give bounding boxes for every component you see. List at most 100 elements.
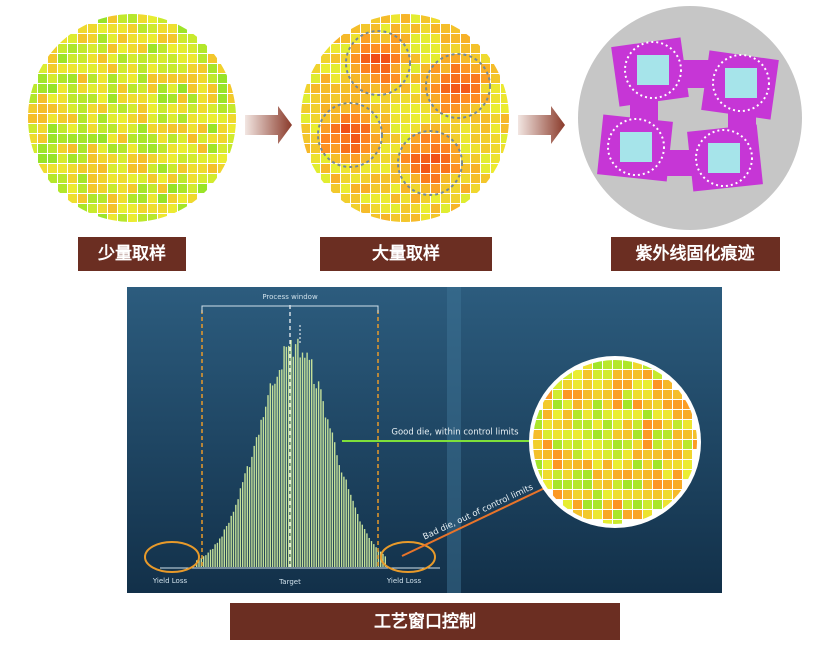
cell xyxy=(48,104,57,113)
cell xyxy=(411,214,420,222)
cell xyxy=(653,460,662,469)
hist-bar xyxy=(340,472,343,567)
cell xyxy=(461,134,470,143)
cell xyxy=(491,114,500,123)
cell xyxy=(361,94,370,103)
cell xyxy=(381,94,390,103)
cell xyxy=(331,104,340,113)
cell xyxy=(68,114,77,123)
cell xyxy=(178,124,187,133)
cell xyxy=(78,114,87,123)
cell xyxy=(633,490,642,499)
cell xyxy=(481,124,490,133)
cell xyxy=(421,184,430,193)
cell xyxy=(583,380,592,389)
cell xyxy=(451,34,460,43)
hist-bar xyxy=(311,359,313,567)
cell xyxy=(198,164,207,173)
cell xyxy=(321,94,330,103)
cell xyxy=(68,124,77,133)
hist-bar xyxy=(322,401,324,567)
cell xyxy=(58,54,67,63)
cell xyxy=(563,430,572,439)
cell xyxy=(481,134,490,143)
cell xyxy=(431,34,440,43)
cell xyxy=(148,164,157,173)
cell xyxy=(218,134,227,143)
cell xyxy=(98,134,107,143)
hist-bar xyxy=(228,522,230,567)
cell xyxy=(461,124,470,133)
cell xyxy=(653,430,662,439)
hist-bar xyxy=(283,346,285,567)
hist-bar xyxy=(292,356,294,567)
cell xyxy=(543,450,552,459)
cell xyxy=(108,64,117,73)
cell xyxy=(218,164,227,173)
cell xyxy=(673,410,682,419)
cell xyxy=(148,14,157,23)
cell xyxy=(58,154,67,163)
cell xyxy=(603,500,612,509)
cell xyxy=(351,134,360,143)
cell xyxy=(451,154,460,163)
cell xyxy=(553,460,562,469)
cell xyxy=(331,64,340,73)
cell xyxy=(98,74,107,83)
cell xyxy=(58,134,67,143)
cell xyxy=(208,124,217,133)
cell xyxy=(421,104,430,113)
cell xyxy=(491,84,500,93)
cell xyxy=(613,410,622,419)
cell xyxy=(613,470,622,479)
cell xyxy=(311,104,320,113)
cell xyxy=(148,54,157,63)
cell xyxy=(381,194,390,203)
cell xyxy=(663,400,672,409)
cell xyxy=(573,510,582,519)
cell xyxy=(613,360,622,369)
cell xyxy=(623,470,632,479)
cell xyxy=(218,154,227,163)
cell xyxy=(481,164,490,173)
cell xyxy=(411,184,420,193)
cell xyxy=(543,440,552,449)
cell xyxy=(381,134,390,143)
cell xyxy=(431,214,440,222)
cell xyxy=(28,114,37,123)
cell xyxy=(573,420,582,429)
cell xyxy=(613,380,622,389)
cell xyxy=(371,14,380,23)
cell xyxy=(381,214,390,222)
cell xyxy=(38,64,47,73)
hist-bar xyxy=(336,455,338,567)
cell xyxy=(663,460,672,469)
cell xyxy=(158,34,167,43)
cell xyxy=(573,480,582,489)
cell xyxy=(108,204,117,213)
cell xyxy=(208,154,217,163)
cell xyxy=(441,194,450,203)
cell xyxy=(461,114,470,123)
cell xyxy=(78,24,87,33)
cell xyxy=(663,470,672,479)
cell xyxy=(351,74,360,83)
cell xyxy=(643,370,652,379)
cell xyxy=(633,420,642,429)
cell xyxy=(351,164,360,173)
yield-loss: Yield Loss xyxy=(386,577,422,585)
cell xyxy=(421,44,430,53)
cell xyxy=(108,54,117,63)
cell xyxy=(613,450,622,459)
hist-bar xyxy=(324,417,327,567)
cell xyxy=(118,64,127,73)
cell xyxy=(431,134,440,143)
cell xyxy=(218,124,227,133)
cell xyxy=(573,380,582,389)
cell xyxy=(351,104,360,113)
cell xyxy=(603,450,612,459)
cell xyxy=(138,14,147,23)
cell xyxy=(613,440,622,449)
cell xyxy=(553,380,562,389)
cell xyxy=(218,104,227,113)
